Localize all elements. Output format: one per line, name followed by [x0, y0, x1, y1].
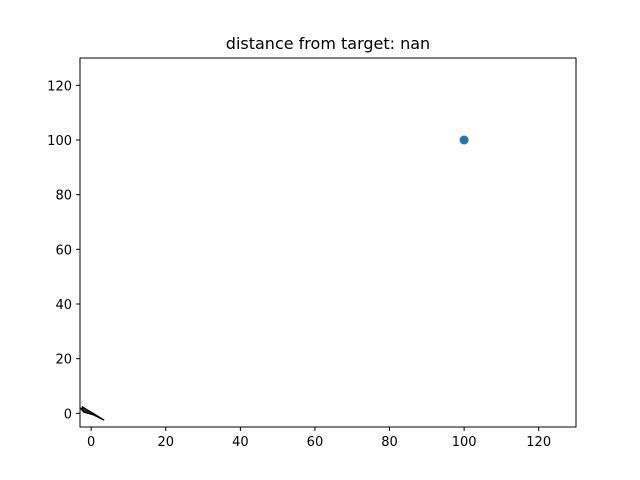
y-axis: 0 20 40 60 80 100 120	[47, 79, 80, 422]
y-tick-label: 40	[55, 298, 72, 313]
chart-title: distance from target: nan	[226, 34, 430, 53]
trajectory-line	[79, 405, 105, 421]
x-tick-label: 100	[452, 435, 477, 450]
y-tick-label: 0	[64, 407, 72, 422]
plot-area	[80, 58, 576, 427]
x-tick-label: 0	[87, 435, 95, 450]
y-tick-label: 20	[55, 353, 72, 368]
x-tick-label: 20	[158, 435, 175, 450]
x-tick-label: 120	[526, 435, 551, 450]
y-tick-label: 80	[55, 189, 72, 204]
target-point	[459, 135, 469, 145]
data-series	[79, 135, 469, 421]
y-tick-label: 120	[47, 79, 72, 94]
x-tick-label: 60	[307, 435, 324, 450]
x-axis: 0 20 40 60 80 100 120	[87, 427, 551, 450]
x-tick-label: 40	[232, 435, 249, 450]
y-tick-label: 100	[47, 134, 72, 149]
plot-frame	[79, 57, 577, 428]
x-tick-label: 80	[381, 435, 398, 450]
y-tick-label: 60	[55, 243, 72, 258]
